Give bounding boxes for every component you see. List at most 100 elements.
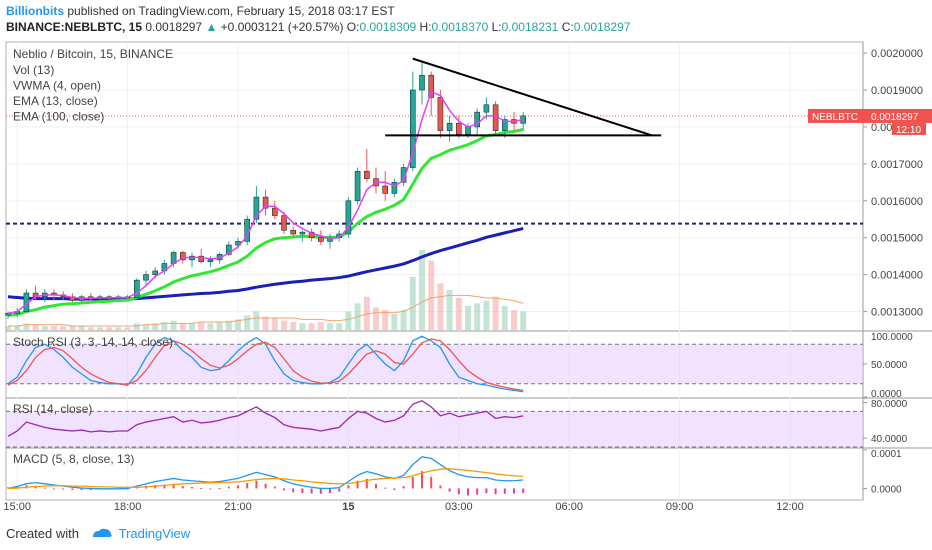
chart-legend-title: Neblio / Bitcoin, 15, BINANCE xyxy=(13,47,173,61)
macd-histogram-bar xyxy=(237,485,239,489)
volume-bar xyxy=(198,322,205,330)
price-timer-badge xyxy=(892,122,926,135)
candle-body xyxy=(134,279,140,298)
volume-bar xyxy=(170,320,177,330)
macd-histogram-bar xyxy=(163,484,166,489)
candle-body xyxy=(308,231,315,238)
chart-legend-item: Vol (13) xyxy=(13,63,54,77)
macd-histogram-bar xyxy=(34,486,37,489)
volume-bar xyxy=(299,323,306,330)
macd-histogram-bar xyxy=(439,485,442,489)
volume-bar xyxy=(317,322,324,330)
volume-bar xyxy=(115,327,122,330)
macd-histogram-bar xyxy=(365,478,368,489)
volume-bar xyxy=(5,326,11,330)
volume-bar xyxy=(161,322,168,330)
candle-body xyxy=(299,231,306,235)
time-axis-label: 12:00 xyxy=(776,501,804,513)
rsi-pane-label: RSI (14, close) xyxy=(13,402,92,416)
volume-bar xyxy=(391,314,398,330)
volume-bar xyxy=(32,324,39,330)
volume-bar xyxy=(106,327,113,330)
macd-histogram-bar xyxy=(476,488,479,495)
ema100-line xyxy=(7,227,524,301)
price-timer: 12:10 xyxy=(896,125,921,136)
candle-body xyxy=(391,182,398,194)
created-with-text: Created with xyxy=(6,526,79,541)
volume-bar xyxy=(225,320,232,330)
candle-body xyxy=(180,252,186,261)
macd-histogram-bar xyxy=(283,488,285,491)
high-label: H: xyxy=(419,20,432,34)
stoch-axis-label: 100.0000 xyxy=(871,332,913,343)
macd-histogram-bar xyxy=(338,488,341,492)
volume-bar xyxy=(14,326,21,330)
macd-histogram-bar xyxy=(16,486,19,489)
macd-histogram-bar xyxy=(172,483,175,489)
macd-histogram-bar xyxy=(421,471,423,489)
chart-legend-item: EMA (13, close) xyxy=(13,94,98,108)
macd-histogram-bar xyxy=(292,488,295,493)
candle-body xyxy=(226,244,232,255)
time-axis-label: 03:00 xyxy=(445,501,473,513)
volume-bar xyxy=(483,300,490,330)
close-value: 0.0018297 xyxy=(573,20,631,34)
author-link[interactable]: Billionbits xyxy=(6,4,64,18)
volume-bar xyxy=(474,303,481,330)
change-value: +0.0003121 (+20.57%) xyxy=(220,20,344,34)
tradingview-link[interactable]: TradingView xyxy=(118,526,191,541)
rsi-axis-label: 40.0000 xyxy=(871,434,908,445)
price-badge-price: 0.0018297 xyxy=(871,112,919,123)
macd-histogram-bar xyxy=(402,486,405,489)
rsi-band xyxy=(6,411,863,447)
macd-histogram-bar xyxy=(310,488,313,494)
volume-bar xyxy=(511,310,517,330)
price-axis-label: 0.0013000 xyxy=(871,307,923,319)
volume-bar xyxy=(97,327,103,330)
volume-bar xyxy=(336,323,343,330)
chart-area[interactable]: 15:00 18:00 21:00 15 03:00 06:00 09:00 12:00 0.0… xyxy=(0,38,932,520)
time-axis-label: 18:00 xyxy=(114,501,142,513)
macd-histogram-bar xyxy=(200,488,203,490)
macd-histogram-bar xyxy=(80,488,83,490)
volume-ma-line xyxy=(8,294,524,327)
macd-axis-label: 0.0000 xyxy=(871,484,902,495)
volume-bar xyxy=(23,323,30,330)
macd-histogram-bar xyxy=(494,488,497,495)
volume-bar xyxy=(235,319,241,330)
candle-body xyxy=(271,207,278,216)
volume-bar xyxy=(382,310,389,330)
volume-bar xyxy=(41,326,48,330)
ema13-line xyxy=(7,128,524,317)
candle-body xyxy=(143,274,149,281)
volume-bar xyxy=(281,320,287,330)
time-axis-label: 15 xyxy=(342,501,354,513)
triangle-upper-trendline xyxy=(412,57,653,137)
candle-body xyxy=(483,104,490,113)
close-label: C: xyxy=(561,20,574,34)
candle-body xyxy=(474,111,481,128)
time-axis-label: 06:00 xyxy=(555,501,583,513)
stoch-axis-label: 0.0000 xyxy=(871,389,902,400)
candle-body xyxy=(409,89,416,168)
macd-pane-label: MACD (5, 8, close, 13) xyxy=(13,452,134,466)
macd-histogram-bar xyxy=(53,488,55,490)
chart-canvas[interactable]: 15:00 18:00 21:00 15 03:00 06:00 09:00 12:00 0.0… xyxy=(0,38,932,520)
volume-bar xyxy=(87,327,94,330)
macd-histogram-bar xyxy=(467,488,469,496)
candle-body xyxy=(363,170,370,179)
low-value: 0.0018231 xyxy=(501,20,559,34)
candle-body xyxy=(262,196,269,209)
volume-bar xyxy=(520,311,527,330)
volume-bar xyxy=(501,306,508,330)
volume-bar xyxy=(133,323,140,330)
volume-bar xyxy=(69,326,76,330)
open-label: O: xyxy=(346,20,360,34)
macd-histogram-bar xyxy=(384,487,387,489)
macd-histogram-bar xyxy=(273,486,276,489)
macd-histogram-bar xyxy=(457,488,460,495)
volume-bar xyxy=(189,323,195,330)
publish-header: Billionbits published on TradingView.com… xyxy=(6,3,395,19)
volume-bar xyxy=(492,296,499,330)
macd-histogram-bar xyxy=(430,476,433,489)
